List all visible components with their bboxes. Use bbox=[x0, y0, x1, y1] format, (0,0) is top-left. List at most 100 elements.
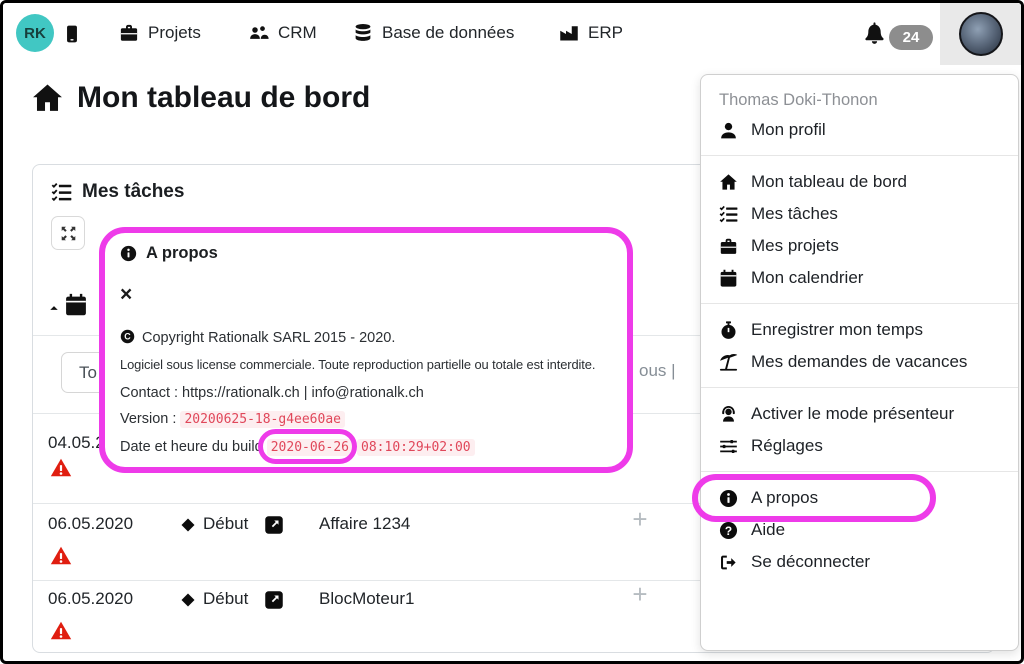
expand-button[interactable] bbox=[51, 216, 85, 250]
menu-label: Mon profil bbox=[751, 120, 826, 139]
date-column-calendar-icon[interactable] bbox=[64, 293, 88, 317]
menu-item-aide[interactable]: Aide bbox=[701, 514, 1018, 546]
close-icon[interactable]: × bbox=[120, 283, 133, 306]
tasks-icon bbox=[719, 205, 738, 224]
menu-label: A propos bbox=[751, 488, 819, 507]
menu-label: Mes tâches bbox=[751, 204, 838, 223]
menu-label: Enregistrer mon temps bbox=[751, 320, 923, 339]
menu-item-mode-presenteur[interactable]: Activer le mode présenteur bbox=[701, 398, 1018, 430]
milestone-diamond-icon bbox=[180, 592, 196, 608]
warning-triangle-icon bbox=[49, 545, 73, 567]
home-icon bbox=[31, 82, 64, 115]
task-row-date: 06.05.2020 bbox=[48, 514, 134, 533]
nav-label: Projets bbox=[148, 23, 201, 42]
menu-label: Mes demandes de vacances bbox=[751, 352, 968, 371]
menu-item-mes-taches[interactable]: Mes tâches bbox=[701, 198, 1018, 230]
nav-label: Base de données bbox=[382, 23, 515, 42]
about-modal-header: A propos bbox=[120, 244, 218, 263]
warning-triangle-icon bbox=[49, 620, 73, 642]
nav-item-erp[interactable]: ERP bbox=[559, 23, 623, 43]
build-label: Date et heure du build bbox=[120, 439, 263, 455]
user-menu-toggle[interactable] bbox=[940, 3, 1021, 65]
task-name: Affaire 1234 bbox=[319, 514, 411, 533]
menu-item-se-deconnecter[interactable]: Se déconnecter bbox=[701, 546, 1018, 578]
add-button[interactable]: + bbox=[632, 504, 648, 534]
divider bbox=[33, 580, 994, 581]
menu-item-reglages[interactable]: Réglages bbox=[701, 430, 1018, 462]
menu-label: Se déconnecter bbox=[751, 552, 871, 571]
info-icon bbox=[719, 489, 738, 508]
top-navbar: RK Projets CRM Base de données ERP 24 bbox=[3, 3, 1021, 65]
mobile-icon bbox=[63, 20, 81, 48]
database-icon bbox=[353, 23, 373, 43]
menu-item-demandes-de-vacances[interactable]: Mes demandes de vacances bbox=[701, 346, 1018, 378]
tasks-icon bbox=[51, 182, 72, 203]
menu-label: Réglages bbox=[751, 436, 823, 455]
sliders-icon bbox=[719, 437, 738, 456]
nav-item-crm[interactable]: CRM bbox=[249, 23, 317, 43]
user-name: Thomas Doki-Thonon bbox=[719, 91, 878, 109]
warning-triangle-icon bbox=[49, 457, 73, 479]
sort-caret-up-icon[interactable] bbox=[48, 302, 60, 314]
expand-arrows-icon bbox=[60, 225, 77, 242]
user-dropdown-menu: Thomas Doki-Thonon Mon profil Mon tablea… bbox=[692, 74, 1019, 651]
sign-out-icon bbox=[719, 553, 738, 572]
contact-line: Contact : https://rationalk.ch | info@ra… bbox=[120, 385, 424, 401]
user-icon bbox=[719, 121, 738, 140]
divider bbox=[33, 503, 994, 504]
task-row-date: 06.05.2020 bbox=[48, 589, 134, 608]
menu-label: Mon calendrier bbox=[751, 268, 864, 287]
users-icon bbox=[249, 23, 269, 43]
brand-avatar[interactable]: RK bbox=[16, 14, 54, 52]
about-modal: A propos × Copyright Rationalk SARL 2015… bbox=[99, 227, 633, 473]
menu-item-a-propos[interactable]: A propos bbox=[692, 474, 1018, 522]
nav-label: CRM bbox=[278, 23, 317, 42]
tasks-card-title: Mes tâches bbox=[51, 181, 184, 203]
notification-badge: 24 bbox=[889, 25, 933, 50]
menu-label: Aide bbox=[751, 520, 786, 539]
question-icon bbox=[719, 521, 738, 540]
beach-umbrella-icon bbox=[719, 353, 738, 372]
page-header: Mon tableau de bord bbox=[31, 81, 370, 115]
tasks-card-title-label: Mes tâches bbox=[82, 181, 185, 202]
copyright-icon bbox=[120, 329, 135, 344]
milestone-label: Début bbox=[203, 589, 249, 608]
stopwatch-icon bbox=[719, 321, 738, 340]
milestone-diamond-icon bbox=[180, 517, 196, 533]
nav-item-projets[interactable]: Projets bbox=[119, 23, 201, 43]
menu-label: Activer le mode présenteur bbox=[751, 404, 955, 423]
calendar-icon bbox=[719, 269, 738, 288]
user-avatar bbox=[958, 12, 1003, 56]
home-icon bbox=[719, 173, 738, 192]
license-line: Logiciel sous license commerciale. Toute… bbox=[120, 357, 596, 372]
copyright-line: Copyright Rationalk SARL 2015 - 2020. bbox=[120, 329, 395, 346]
version-label: Version : bbox=[120, 411, 177, 427]
add-button[interactable]: + bbox=[632, 579, 648, 609]
briefcase-icon bbox=[719, 237, 738, 256]
menu-label: Mes projets bbox=[751, 236, 839, 255]
nav-item-base-de-donnees[interactable]: Base de données bbox=[353, 23, 514, 43]
menu-label: Mon tableau de bord bbox=[751, 172, 907, 191]
about-modal-title: A propos bbox=[146, 244, 218, 262]
external-link-icon[interactable] bbox=[264, 590, 284, 610]
factory-icon bbox=[559, 23, 579, 43]
bell-icon[interactable] bbox=[863, 21, 886, 46]
info-icon bbox=[120, 245, 137, 262]
menu-item-mon-profil[interactable]: Mon profil bbox=[701, 114, 1018, 146]
menu-item-enregistrer-mon-temps[interactable]: Enregistrer mon temps bbox=[701, 314, 1018, 346]
version-value: 20200625-18-g4ee60ae bbox=[180, 411, 345, 428]
version-line: Version : 20200625-18-g4ee60ae bbox=[120, 411, 345, 428]
presenter-icon bbox=[719, 405, 738, 424]
menu-item-mes-projets[interactable]: Mes projets bbox=[701, 230, 1018, 262]
external-link-icon[interactable] bbox=[264, 515, 284, 535]
copyright-text: Copyright Rationalk SARL 2015 - 2020. bbox=[142, 330, 396, 346]
briefcase-icon bbox=[119, 23, 139, 43]
page-title: Mon tableau de bord bbox=[77, 81, 371, 114]
build-line: Date et heure du build 2020-06-26 08:10:… bbox=[120, 429, 475, 464]
menu-item-tableau-de-bord[interactable]: Mon tableau de bord bbox=[701, 166, 1018, 198]
menu-item-mon-calendrier[interactable]: Mon calendrier bbox=[701, 262, 1018, 294]
task-name: BlocMoteur1 bbox=[319, 589, 415, 608]
build-date-annotated: 2020-06-26 bbox=[257, 429, 358, 464]
nav-label: ERP bbox=[588, 23, 623, 42]
